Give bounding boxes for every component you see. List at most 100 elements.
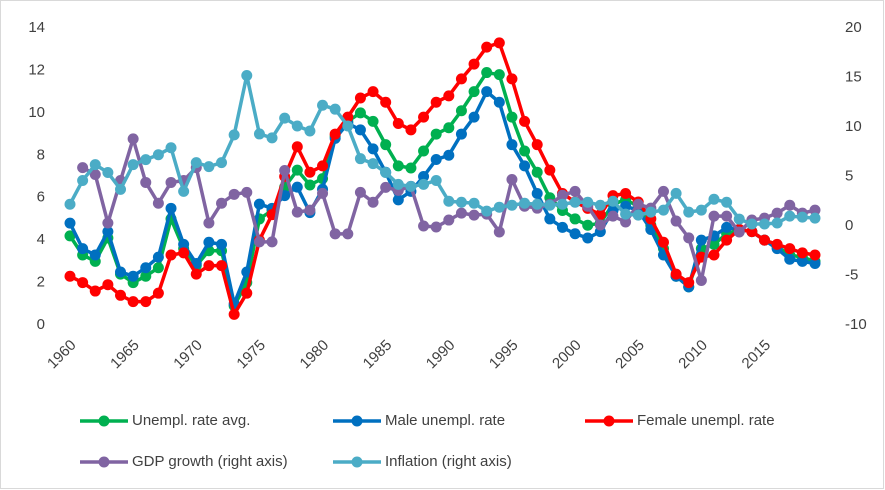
point (64, 230, 76, 242)
point (430, 96, 442, 108)
point (64, 217, 76, 229)
point (632, 209, 644, 221)
point (493, 37, 505, 49)
point (481, 67, 493, 79)
point (380, 139, 392, 151)
point (291, 164, 303, 176)
point (89, 159, 101, 171)
point (657, 185, 669, 197)
point (430, 154, 442, 166)
point (304, 166, 316, 178)
point (519, 197, 531, 209)
y2-tick-label: 0 (845, 217, 853, 234)
point (127, 296, 139, 308)
point (582, 196, 594, 208)
point (796, 255, 808, 267)
y-tick-label: 2 (37, 274, 45, 291)
point (733, 226, 745, 238)
point (203, 260, 215, 272)
point (784, 199, 796, 211)
y2-tick-label: -10 (845, 316, 867, 333)
legend-marker (98, 456, 110, 468)
point (430, 221, 442, 233)
point (594, 219, 606, 231)
y-tick-label: 14 (28, 19, 45, 36)
point (481, 205, 493, 217)
point (620, 216, 632, 228)
point (253, 128, 265, 140)
point (796, 211, 808, 223)
point (493, 96, 505, 108)
point (657, 204, 669, 216)
point (455, 207, 467, 219)
legend-label: GDP growth (right axis) (132, 453, 288, 470)
point (266, 236, 278, 248)
point (115, 289, 127, 301)
point (241, 287, 253, 299)
point (392, 160, 404, 172)
y-tick-label: 6 (37, 189, 45, 206)
point (443, 149, 455, 161)
point (443, 122, 455, 134)
y-tick-label: 0 (37, 316, 45, 333)
point (796, 247, 808, 259)
point (291, 206, 303, 218)
point (77, 162, 89, 174)
legend-label: Inflation (right axis) (385, 453, 512, 470)
point (178, 185, 190, 197)
legend-label: Unempl. rate avg. (132, 412, 250, 429)
point (443, 214, 455, 226)
point (115, 266, 127, 278)
y2-tick-label: 15 (845, 68, 862, 85)
legend-label: Female unempl. rate (637, 412, 775, 429)
point (582, 232, 594, 244)
point (329, 228, 341, 240)
point (771, 217, 783, 229)
point (695, 204, 707, 216)
point (165, 202, 177, 214)
point (279, 112, 291, 124)
point (771, 238, 783, 250)
point (721, 234, 733, 246)
y-tick-label: 12 (28, 61, 45, 78)
point (367, 158, 379, 170)
point (809, 249, 821, 261)
point (784, 210, 796, 222)
point (519, 160, 531, 172)
point (506, 111, 518, 123)
point (228, 129, 240, 141)
point (89, 169, 101, 181)
point (127, 133, 139, 145)
point (380, 96, 392, 108)
y2-tick-label: -5 (845, 266, 858, 283)
legend-marker (351, 415, 363, 427)
point (304, 125, 316, 137)
point (506, 139, 518, 151)
point (165, 142, 177, 154)
point (253, 198, 265, 210)
point (354, 92, 366, 104)
point (784, 253, 796, 265)
point (809, 204, 821, 216)
point (405, 162, 417, 174)
point (670, 215, 682, 227)
point (569, 213, 581, 225)
point (519, 145, 531, 157)
point (582, 219, 594, 231)
point (89, 285, 101, 297)
point (329, 128, 341, 140)
point (152, 251, 164, 263)
point (77, 243, 89, 255)
point (152, 197, 164, 209)
point (329, 103, 341, 115)
point (367, 196, 379, 208)
legend-label: Male unempl. rate (385, 412, 505, 429)
point (317, 187, 329, 199)
point (178, 238, 190, 250)
point (455, 196, 467, 208)
point (418, 111, 430, 123)
point (102, 167, 114, 179)
point (405, 180, 417, 192)
point (607, 210, 619, 222)
point (594, 199, 606, 211)
